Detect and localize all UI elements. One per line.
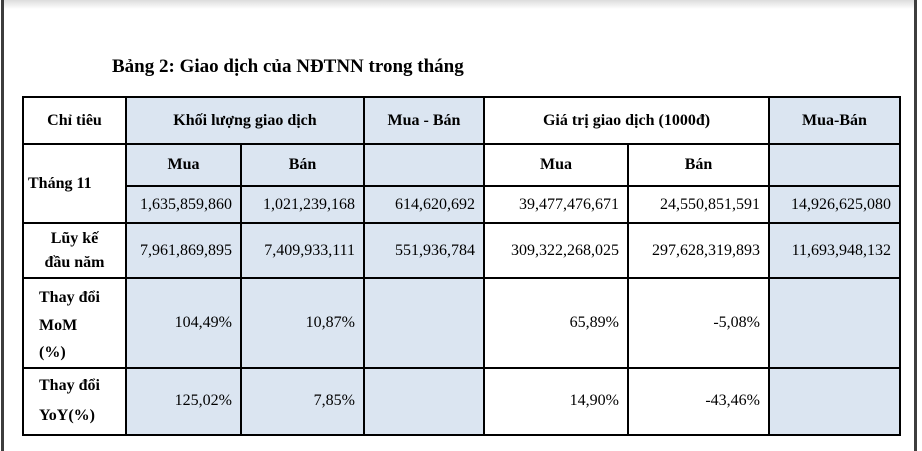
cell-ytd-volume-diff: 551,936,784 bbox=[363, 222, 485, 279]
cell-yoy-volume-mua: 125,02% bbox=[125, 366, 242, 436]
cell-thang11-value-diff: 14,926,625,080 bbox=[768, 185, 901, 224]
row-thay-doi-mom: Thay đổi MoM (%) 104,49% 10,87% 65,89% -… bbox=[22, 277, 901, 369]
row-luy-ke-dau-nam: Lũy kế đầu năm 7,961,869,895 7,409,933,1… bbox=[22, 222, 901, 279]
row-label-thay-doi-yoy: Thay đổi YoY(%) bbox=[22, 366, 127, 436]
header-gia-tri-giao-dich: Giá trị giao dịch (1000đ) bbox=[483, 96, 770, 145]
header-chi-tieu: Chỉ tiêu bbox=[22, 96, 127, 145]
row-thang-11: 1,635,859,860 1,021,239,168 614,620,692 … bbox=[23, 185, 901, 224]
subheader-ban-value: Bán bbox=[627, 143, 770, 187]
cell-thang11-value-ban: 24,550,851,591 bbox=[627, 185, 770, 224]
cell-mom-volume-ban: 10,87% bbox=[240, 277, 365, 369]
cell-yoy-value-diff bbox=[768, 366, 901, 436]
cell-ytd-volume-mua: 7,961,869,895 bbox=[125, 222, 242, 279]
cell-mom-value-diff bbox=[768, 277, 901, 369]
row-label-luy-ke-dau-nam: Lũy kế đầu năm bbox=[22, 222, 127, 279]
row-label-thang-11: Tháng 11 bbox=[22, 143, 127, 224]
cell-mom-value-ban: -5,08% bbox=[627, 277, 770, 369]
cell-ytd-value-ban: 297,628,319,893 bbox=[627, 222, 770, 279]
cell-thang11-volume-diff: 614,620,692 bbox=[363, 185, 485, 224]
cell-yoy-volume-diff bbox=[363, 366, 485, 436]
header-mua-ban-value: Mua-Bán bbox=[768, 96, 901, 145]
cell-ytd-value-mua: 309,322,268,025 bbox=[483, 222, 629, 279]
table-title: Bảng 2: Giao dịch của NĐTNN trong tháng bbox=[112, 56, 464, 77]
cell-ytd-volume-ban: 7,409,933,111 bbox=[240, 222, 365, 279]
subheader-spacer-value-diff bbox=[768, 143, 901, 187]
cell-mom-volume-diff bbox=[363, 277, 485, 369]
page-right-edge-bar bbox=[914, 0, 917, 451]
cell-yoy-value-ban: -43,46% bbox=[627, 366, 770, 436]
cell-mom-volume-mua: 104,49% bbox=[125, 277, 242, 369]
header-row: Chỉ tiêu Khối lượng giao dịch Mua - Bán … bbox=[22, 96, 901, 145]
cell-ytd-value-diff: 11,693,948,132 bbox=[768, 222, 901, 279]
subheader-row: Tháng 11 Mua Bán Mua Bán bbox=[22, 143, 901, 224]
cell-yoy-value-mua: 14,90% bbox=[483, 366, 629, 436]
cell-thang11-volume-ban: 1,021,239,168 bbox=[240, 185, 365, 224]
page-top-shadow bbox=[4, 0, 914, 9]
cell-mom-value-mua: 65,89% bbox=[483, 277, 629, 369]
subheader-mua-volume: Mua bbox=[125, 143, 242, 187]
cell-thang11-value-mua: 39,477,476,671 bbox=[483, 185, 629, 224]
header-khoi-luong-giao-dich: Khối lượng giao dịch bbox=[125, 96, 365, 145]
subheader-spacer-volume-diff bbox=[363, 143, 485, 187]
page-left-edge-bar bbox=[1, 0, 4, 451]
subheader-mua-value: Mua bbox=[483, 143, 629, 187]
row-label-thay-doi-mom: Thay đổi MoM (%) bbox=[22, 277, 127, 369]
subheader-ban-volume: Bán bbox=[240, 143, 365, 187]
cell-thang11-volume-mua: 1,635,859,860 bbox=[125, 185, 242, 224]
header-mua-ban-volume: Mua - Bán bbox=[363, 96, 485, 145]
cell-yoy-volume-ban: 7,85% bbox=[240, 366, 365, 436]
foreign-investor-transactions-table: Chỉ tiêu Khối lượng giao dịch Mua - Bán … bbox=[22, 96, 901, 436]
row-thay-doi-yoy: Thay đổi YoY(%) 125,02% 7,85% 14,90% -43… bbox=[22, 366, 901, 436]
